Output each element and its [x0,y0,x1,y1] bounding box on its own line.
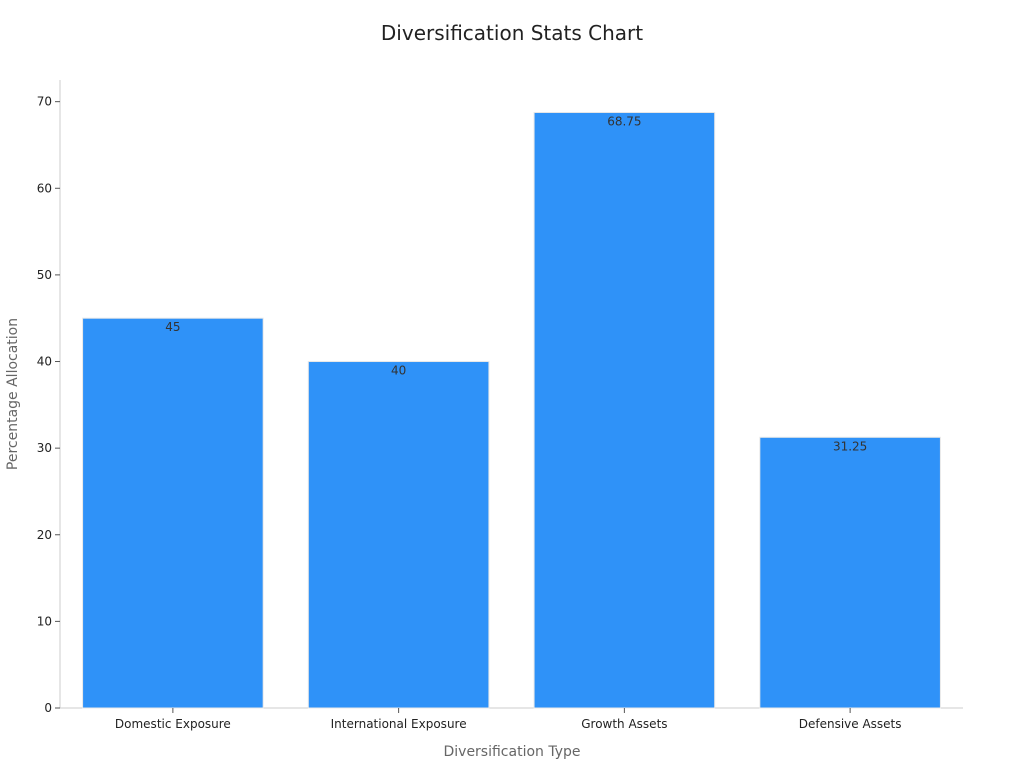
bar [82,317,264,709]
data-label: 68.75 [607,114,641,128]
chart-title: Diversification Stats Chart [381,21,643,45]
y-tick-label: 40 [37,355,52,369]
y-tick-label: 50 [37,268,52,282]
y-tick-label: 20 [37,528,52,542]
y-axis-label: Percentage Allocation [5,318,21,470]
x-axis-label: Diversification Type [443,744,580,760]
x-tick-label: Defensive Assets [799,717,902,731]
data-label: 45 [165,320,180,334]
plot-area: 0 10 20 30 40 50 60 70 45 Domestic Exposure 40 Inte… [37,80,963,731]
bar [759,436,941,709]
data-label: 40 [391,364,406,378]
bar [533,111,716,709]
x-tick-label: International Exposure [331,717,467,731]
y-tick-label: 30 [37,441,52,455]
x-tick-label: Growth Assets [581,717,667,731]
y-tick-label: 70 [37,95,52,109]
y-tick-label: 10 [37,614,52,628]
data-label: 31.25 [833,439,867,453]
y-tick-label: 60 [37,181,52,195]
x-tick-label: Domestic Exposure [115,717,231,731]
y-tick-label: 0 [44,701,52,715]
bar [307,361,490,709]
